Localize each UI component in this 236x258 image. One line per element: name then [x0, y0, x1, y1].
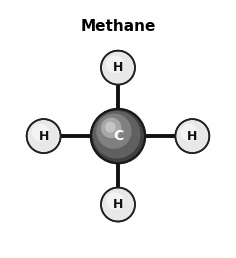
Circle shape: [106, 55, 124, 73]
Circle shape: [32, 124, 49, 142]
Circle shape: [105, 122, 116, 133]
Circle shape: [101, 51, 135, 85]
Circle shape: [181, 124, 198, 142]
Circle shape: [27, 119, 61, 153]
Circle shape: [93, 111, 140, 159]
Circle shape: [101, 188, 135, 222]
Text: H: H: [187, 130, 198, 143]
Circle shape: [106, 192, 124, 210]
Text: C: C: [113, 129, 123, 143]
Text: H: H: [113, 198, 123, 211]
Text: H: H: [113, 61, 123, 74]
Circle shape: [101, 118, 122, 138]
Circle shape: [96, 114, 132, 149]
Text: H: H: [38, 130, 49, 143]
Text: Methane: Methane: [80, 19, 156, 34]
Circle shape: [175, 119, 209, 153]
Circle shape: [91, 109, 145, 163]
